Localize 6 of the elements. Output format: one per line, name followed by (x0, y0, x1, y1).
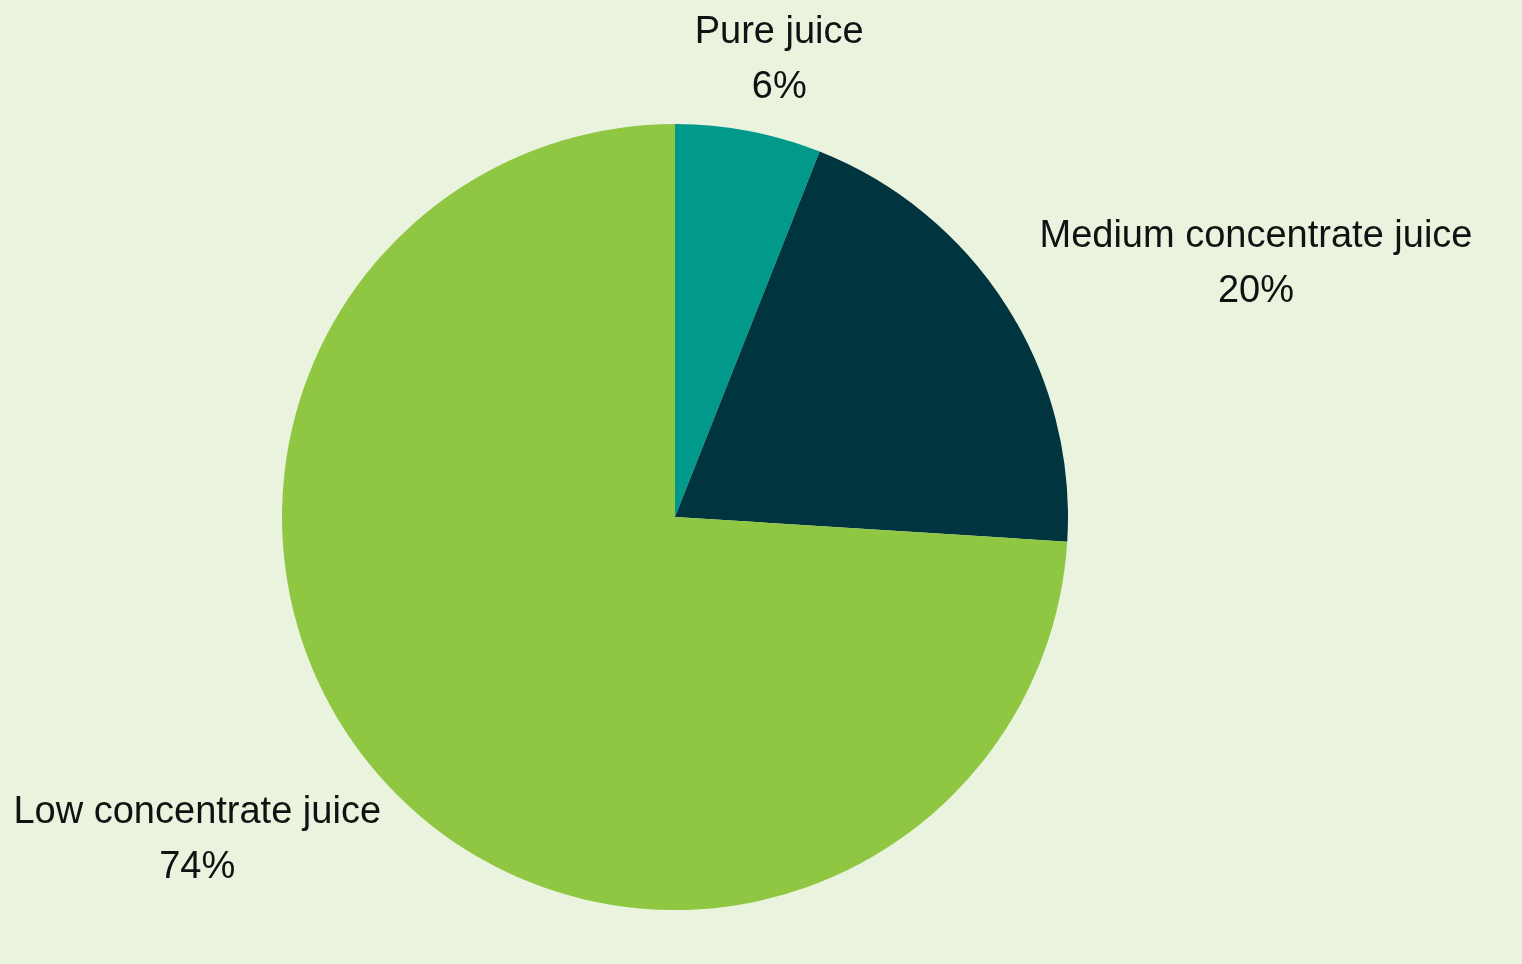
data-label: 74% (159, 843, 236, 886)
data-label: 20% (1217, 268, 1295, 311)
slice-label: Low concentrate juice (13, 788, 382, 831)
slice-label: Medium concentrate juice (1039, 213, 1473, 256)
slice-label: Pure juice (694, 8, 864, 51)
data-label: 6% (751, 63, 807, 106)
